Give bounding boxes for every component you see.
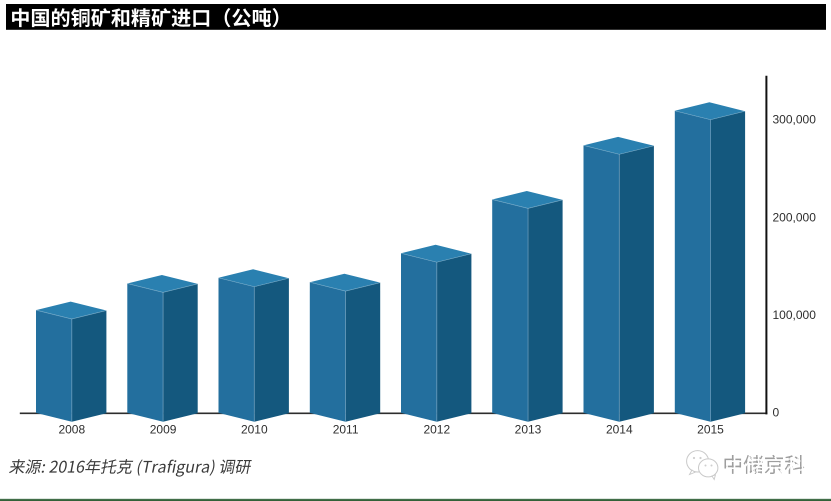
svg-text:200,000: 200,000 xyxy=(773,210,817,224)
svg-text:2015: 2015 xyxy=(697,423,724,437)
svg-text:2014: 2014 xyxy=(606,423,633,437)
svg-text:2011: 2011 xyxy=(333,423,359,437)
svg-text:100,000: 100,000 xyxy=(773,308,817,322)
svg-text:2008: 2008 xyxy=(58,423,85,437)
svg-text:300,000: 300,000 xyxy=(773,113,817,127)
svg-text:2009: 2009 xyxy=(150,423,177,437)
svg-text:0: 0 xyxy=(773,406,780,420)
svg-text:2013: 2013 xyxy=(515,423,542,437)
svg-text:2010: 2010 xyxy=(241,423,268,437)
svg-text:2012: 2012 xyxy=(423,423,450,437)
